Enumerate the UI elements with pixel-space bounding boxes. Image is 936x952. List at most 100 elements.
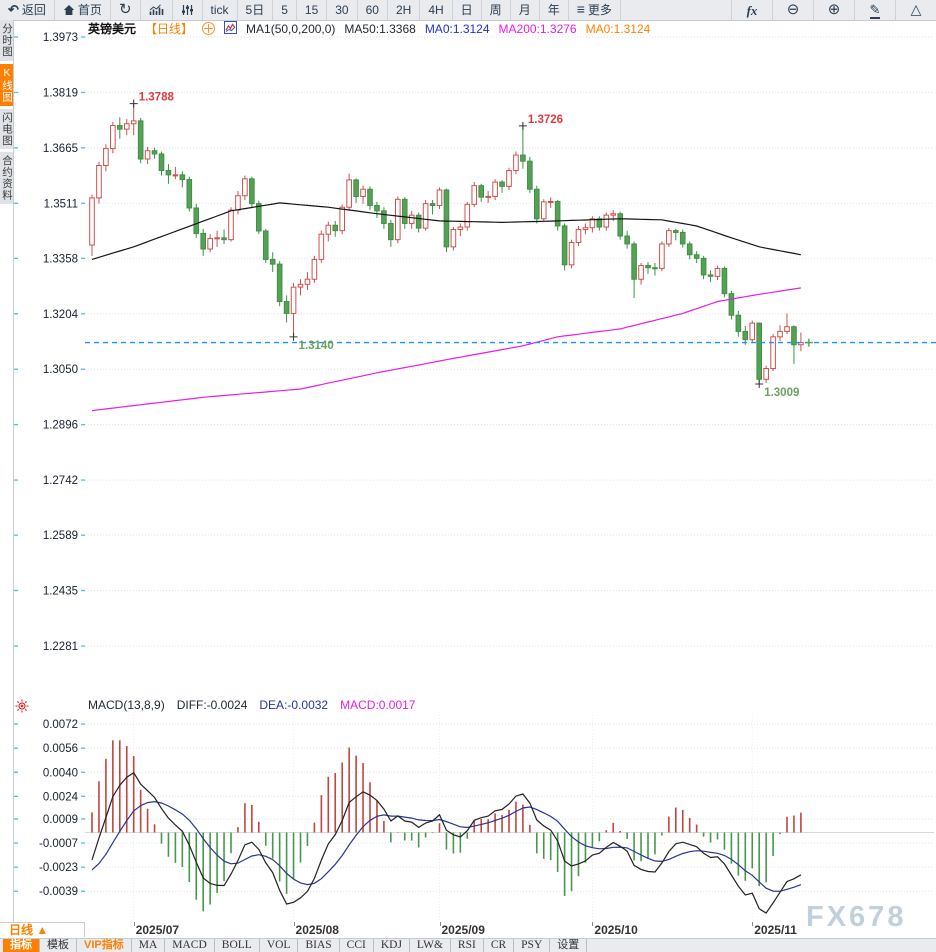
- dea-line: [91, 800, 802, 892]
- macd-legend: MACD(13,8,9) DIFF:-0.0024 DEA:-0.0032 MA…: [88, 698, 415, 712]
- timeframe-tick-button[interactable]: tick: [203, 0, 238, 20]
- timeframe-4h-button[interactable]: 4H: [420, 0, 453, 20]
- tab-vol[interactable]: VOL: [260, 939, 299, 952]
- macd-axis-label: -0.0023: [39, 862, 78, 874]
- more-button[interactable]: ≡ 更多: [569, 0, 621, 20]
- zoom-in-icon: ⊕: [827, 0, 841, 18]
- tab-templates[interactable]: 模板: [40, 939, 77, 952]
- home-button[interactable]: 首页: [55, 0, 111, 20]
- macd-axis-label: 0.0072: [43, 719, 78, 731]
- tab-lightning-chart[interactable]: 闪电图: [0, 108, 13, 149]
- collapse-circle-icon[interactable]: [202, 22, 216, 35]
- month-label: 2025/08: [295, 923, 339, 937]
- month-tick: [752, 922, 754, 926]
- refresh-button[interactable]: ↻: [111, 0, 141, 20]
- tab-time-chart[interactable]: 分时图: [0, 20, 13, 61]
- tab-bias[interactable]: BIAS: [298, 939, 340, 952]
- toolbar-label: 4H: [428, 2, 444, 17]
- ma50-line: [91, 202, 802, 260]
- period-label: 【日线】: [145, 22, 194, 36]
- toolbar-label: 周: [489, 2, 502, 17]
- timeframe-week-button[interactable]: 周: [482, 0, 511, 20]
- timeframe-15m-button[interactable]: 15: [297, 0, 328, 20]
- ma0-blue-value: MA0:1.3124: [424, 21, 490, 36]
- high-annotation: 1.3726: [528, 114, 563, 126]
- macd-histogram: [91, 740, 802, 912]
- chart-type-sidebar: 分时图 K线图闪电图合约资料: [0, 20, 14, 922]
- tab-contract-info[interactable]: 合约资料: [0, 152, 13, 204]
- chart-legend: 英镑美元 【日线】 MA1(50,0,200,0) MA50:1.3368 MA…: [88, 20, 651, 37]
- macd-axis-label: 0.0009: [43, 814, 78, 826]
- zoom-out-button[interactable]: ⊖: [772, 0, 813, 20]
- macd-panel[interactable]: 0.0072 0.0056 0.0040 0.0024 0.0009 -0.0007 -0.…: [14, 713, 936, 922]
- tab-vip-indicators[interactable]: VIP指标: [77, 939, 132, 952]
- indicator-settings-icon[interactable]: [15, 699, 29, 718]
- timeframe-day-button[interactable]: 日: [453, 0, 482, 20]
- refresh-icon: ↻: [118, 0, 132, 18]
- toolbar-label: 60: [365, 2, 379, 17]
- toolbar-label: 2H: [395, 2, 412, 17]
- price-axis-label: 1.2896: [43, 420, 78, 432]
- toolbar-label: 30: [335, 2, 349, 17]
- timeframe-year-button[interactable]: 年: [540, 0, 569, 20]
- candles: [89, 103, 804, 384]
- timeframe-2h-button[interactable]: 2H: [388, 0, 421, 20]
- price-axis-label: 1.3358: [43, 253, 78, 265]
- tab-rsi[interactable]: RSI: [451, 939, 484, 952]
- month-label: 2025/11: [754, 923, 797, 937]
- back-button[interactable]: ↶ 返回: [0, 0, 55, 20]
- price-axis-label: 1.3204: [43, 309, 79, 321]
- draw-button[interactable]: ✎: [854, 0, 895, 20]
- tab-psy[interactable]: PSY: [514, 939, 551, 952]
- price-axis-label: 1.3973: [43, 32, 78, 44]
- chart-type-button[interactable]: [141, 0, 173, 20]
- macd-dea-value: DEA:-0.0032: [259, 698, 329, 712]
- zoom-out-icon: ⊖: [786, 0, 800, 18]
- toolbar-label: 返回: [21, 2, 46, 17]
- macd-diff-value: DIFF:-0.0024: [176, 698, 248, 712]
- month-tick: [133, 922, 135, 926]
- tab-lwr[interactable]: LW&: [410, 939, 451, 952]
- macd-axis-label: 0.0040: [43, 767, 78, 779]
- price-cross-marker: [289, 332, 298, 341]
- tab-indicators[interactable]: 指标: [3, 939, 40, 952]
- timeframe-30m-button[interactable]: 30: [327, 0, 358, 20]
- pencil-icon: ✎: [869, 1, 881, 19]
- mini-chart-icon[interactable]: [224, 20, 238, 37]
- timeframe-month-button[interactable]: 月: [511, 0, 540, 20]
- macd-value: MACD:0.0017: [340, 698, 416, 712]
- period-selector[interactable]: 日线 ▲: [0, 922, 85, 937]
- toolbar-label: 更多: [587, 2, 612, 17]
- watermark: FX678: [806, 901, 907, 933]
- low-annotation: 1.3140: [299, 340, 334, 352]
- tab-cr[interactable]: CR: [484, 939, 515, 952]
- tab-cci[interactable]: CCI: [340, 939, 374, 952]
- timeframe-5m-button[interactable]: 5: [273, 0, 297, 20]
- price-chart-panel[interactable]: 1.3973 1.3819 1.3665 1.3511 1.3358 1.3204 1.30…: [14, 20, 936, 695]
- month-label: 2025/07: [135, 923, 180, 937]
- tab-kline-chart[interactable]: K线图: [0, 63, 13, 106]
- ma0-orange-value: MA0:1.3124: [585, 21, 651, 36]
- tab-boll[interactable]: BOLL: [215, 939, 260, 952]
- ma50-value: MA50:1.3368: [344, 21, 416, 36]
- fx-indicator-button[interactable]: fx: [731, 0, 772, 20]
- tab-settings[interactable]: 设置: [550, 939, 588, 952]
- zoom-in-button[interactable]: ⊕: [813, 0, 854, 20]
- timeframe-60m-button[interactable]: 60: [358, 0, 388, 20]
- ma200-line: [91, 287, 801, 412]
- last-price-cross: [804, 338, 813, 347]
- tab-macd[interactable]: MACD: [165, 939, 215, 952]
- menu-icon: ≡: [576, 0, 585, 17]
- tab-ma[interactable]: MA: [132, 939, 166, 952]
- indicator-sliders-button[interactable]: [173, 0, 203, 20]
- ma200-value: MA200:1.3276: [498, 21, 577, 36]
- macd-params: MACD(13,8,9): [88, 698, 165, 712]
- price-axis-label: 1.2281: [43, 641, 78, 653]
- price-axis-label: 1.3511: [44, 198, 78, 210]
- price-axis-label: 1.3665: [43, 143, 78, 155]
- shapes-button[interactable]: △: [895, 0, 936, 20]
- timeframe-5d-button[interactable]: 5日: [238, 0, 274, 20]
- tab-kdj[interactable]: KDJ: [374, 939, 410, 952]
- month-label: 2025/09: [441, 923, 485, 937]
